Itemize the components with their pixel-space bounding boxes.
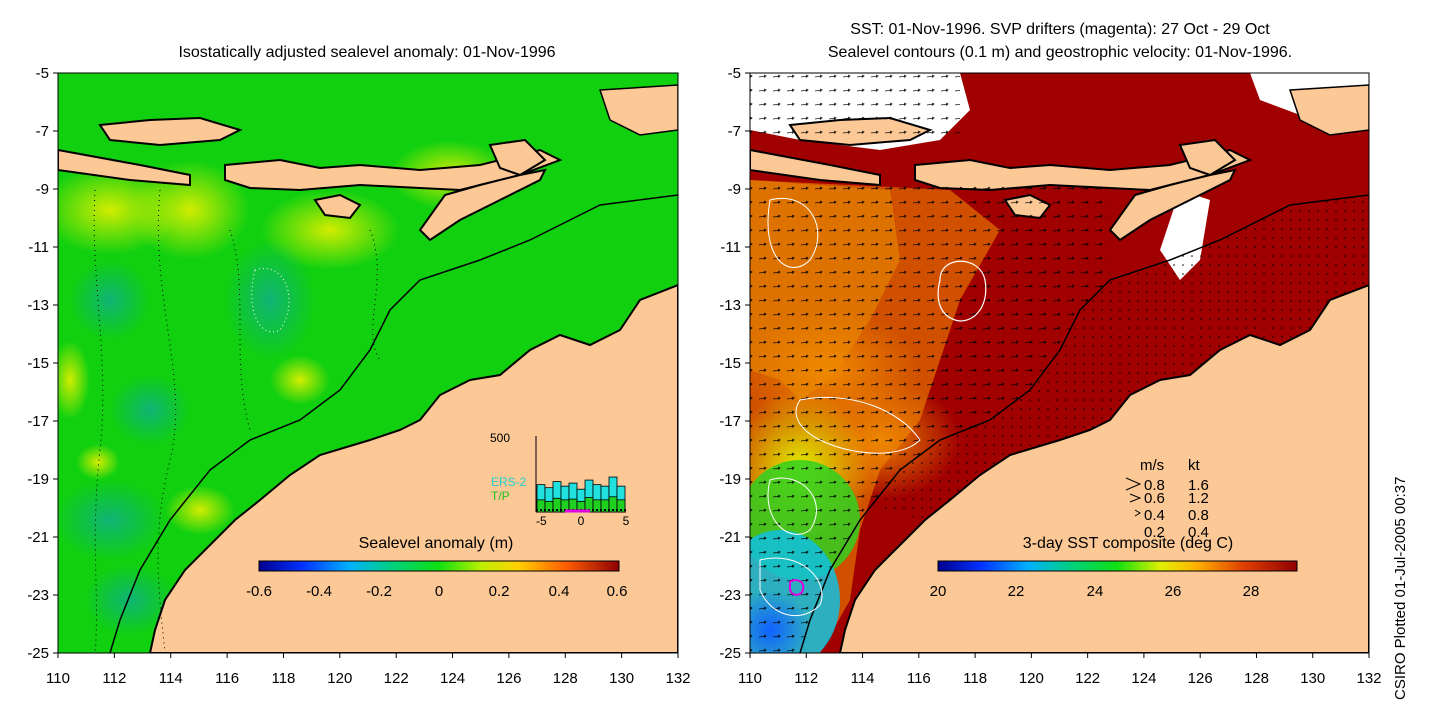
left-axis-ticks: 110 112 114 116 118 120 122 124 126 128 130 132 -5 -7… bbox=[27, 65, 690, 687]
left-ytick-label: -7 bbox=[36, 123, 49, 140]
right-ytick-label: -13 bbox=[719, 297, 741, 314]
right-ytick-label: -21 bbox=[719, 529, 741, 546]
left-ytick-label: -19 bbox=[27, 471, 49, 488]
left-xtick-label: 126 bbox=[496, 670, 521, 687]
inset-xtick: -5 bbox=[536, 514, 547, 528]
legend-kt-value: 0.4 bbox=[1188, 524, 1209, 541]
sealevel-colorbar: Sealevel anomaly (m) -0.6 -0.4 -0.2 0 0.… bbox=[246, 535, 627, 600]
inset-label-tp: T/P bbox=[491, 489, 510, 503]
left-ytick-label: -15 bbox=[27, 355, 49, 372]
right-xtick-label: 130 bbox=[1300, 670, 1325, 687]
legend-header-ms: m/s bbox=[1140, 457, 1164, 474]
sst-field bbox=[750, 73, 1369, 653]
right-title-line1: SST: 01-Nov-1996. SVP drifters (magenta)… bbox=[850, 21, 1270, 38]
colorbar-tick: -0.6 bbox=[246, 583, 272, 600]
right-xtick-label: 118 bbox=[963, 670, 987, 687]
left-xtick-label: 124 bbox=[440, 670, 465, 687]
right-ytick-label: -15 bbox=[719, 355, 741, 372]
left-xtick-label: 110 bbox=[46, 670, 70, 687]
right-ytick-label: -23 bbox=[719, 587, 741, 604]
left-ytick-label: -11 bbox=[28, 239, 49, 256]
legend-header-kt: kt bbox=[1188, 457, 1201, 474]
right-xtick-label: 114 bbox=[851, 670, 875, 687]
right-xtick-label: 128 bbox=[1244, 670, 1269, 687]
left-xtick-label: 128 bbox=[553, 670, 578, 687]
inset-bar-tp bbox=[616, 499, 626, 513]
right-xtick-label: 112 bbox=[794, 670, 818, 687]
right-axis-ticks: 110 112 114 116 118 120 122 124 126 128 130 132 -5 -7… bbox=[719, 65, 1381, 687]
colorbar-tick: 26 bbox=[1165, 583, 1182, 600]
left-xtick-label: 130 bbox=[609, 670, 634, 687]
credit-text: CSIRO Plotted 01-Jul-2005 00:37 bbox=[1392, 476, 1409, 700]
left-ytick-label: -17 bbox=[27, 413, 49, 430]
right-ytick-label: -5 bbox=[728, 65, 741, 82]
legend-kt-value: 1.2 bbox=[1188, 490, 1209, 507]
legend-ms-value: 0.4 bbox=[1144, 507, 1165, 524]
left-xtick-label: 132 bbox=[665, 670, 690, 687]
right-xtick-label: 124 bbox=[1131, 670, 1156, 687]
left-xtick-label: 122 bbox=[384, 670, 409, 687]
inset-label-ers: ERS-2 bbox=[491, 475, 527, 489]
left-ytick-label: -21 bbox=[27, 529, 49, 546]
colorbar-tick: 28 bbox=[1243, 583, 1260, 600]
right-map-panel: m/s kt 0.8 1.6 0.6 1.2 0.4 0.8 0.2 0.4 3… bbox=[749, 72, 1370, 654]
colorbar-tick: 22 bbox=[1008, 583, 1025, 600]
legend-ms-value: 0.8 bbox=[1144, 477, 1165, 494]
inset-histogram: 500 ERS-2 T/P -5 0 5 bbox=[490, 431, 630, 528]
right-ytick-label: -19 bbox=[719, 471, 741, 488]
left-title: Isostatically adjusted sealevel anomaly:… bbox=[178, 44, 555, 61]
left-ytick-label: -13 bbox=[27, 297, 49, 314]
right-ytick-label: -17 bbox=[719, 413, 741, 430]
sealevel-field bbox=[58, 73, 678, 653]
colorbar-tick: 0.4 bbox=[549, 583, 570, 600]
colorbar-tick: 0.6 bbox=[607, 583, 628, 600]
sst-colorbar-label: 3-day SST composite (deg C) bbox=[1023, 535, 1233, 552]
right-xtick-label: 132 bbox=[1356, 670, 1381, 687]
left-xtick-label: 112 bbox=[102, 670, 126, 687]
sealevel-colorbar-label: Sealevel anomaly (m) bbox=[359, 535, 514, 552]
right-title-line2: Sealevel contours (0.1 m) and geostrophi… bbox=[828, 44, 1292, 61]
right-xtick-label: 126 bbox=[1188, 670, 1213, 687]
left-ytick-label: -25 bbox=[27, 645, 49, 662]
legend-kt-value: 1.6 bbox=[1188, 477, 1209, 494]
left-xtick-label: 120 bbox=[327, 670, 352, 687]
left-xtick-label: 116 bbox=[215, 670, 239, 687]
colorbar-tick: -0.2 bbox=[366, 583, 392, 600]
colorbar-tick: 24 bbox=[1087, 583, 1104, 600]
right-ytick-label: -7 bbox=[728, 123, 741, 140]
colorbar-tick: 20 bbox=[930, 583, 947, 600]
right-ytick-label: -25 bbox=[719, 645, 741, 662]
left-ytick-label: -9 bbox=[36, 181, 49, 198]
left-ytick-label: -23 bbox=[27, 587, 49, 604]
right-xtick-label: 116 bbox=[907, 670, 931, 687]
colorbar-tick: 0.2 bbox=[489, 583, 510, 600]
right-ytick-label: -9 bbox=[728, 181, 741, 198]
legend-kt-value: 0.8 bbox=[1188, 507, 1209, 524]
inset-ytick: 500 bbox=[490, 431, 510, 445]
speed-legend: m/s kt 0.8 1.6 0.6 1.2 0.4 0.8 0.2 0.4 bbox=[1125, 457, 1209, 541]
left-xtick-label: 114 bbox=[159, 670, 183, 687]
colorbar-tick: 0 bbox=[435, 583, 443, 600]
right-xtick-label: 122 bbox=[1075, 670, 1100, 687]
left-map-panel: 500 ERS-2 T/P -5 0 5 Sealevel anomaly (m… bbox=[57, 72, 679, 654]
right-xtick-label: 120 bbox=[1019, 670, 1044, 687]
left-ytick-label: -5 bbox=[36, 65, 49, 82]
left-xtick-label: 118 bbox=[271, 670, 295, 687]
inset-xtick: 5 bbox=[623, 514, 630, 528]
sst-colorbar: 3-day SST composite (deg C) 20 22 24 26 … bbox=[930, 535, 1298, 600]
legend-ms-value: 0.2 bbox=[1144, 524, 1165, 541]
right-ytick-label: -11 bbox=[720, 239, 741, 256]
legend-ms-value: 0.6 bbox=[1144, 490, 1165, 507]
colorbar-tick: -0.4 bbox=[306, 583, 332, 600]
right-xtick-label: 110 bbox=[738, 670, 762, 687]
inset-xtick: 0 bbox=[578, 514, 585, 528]
